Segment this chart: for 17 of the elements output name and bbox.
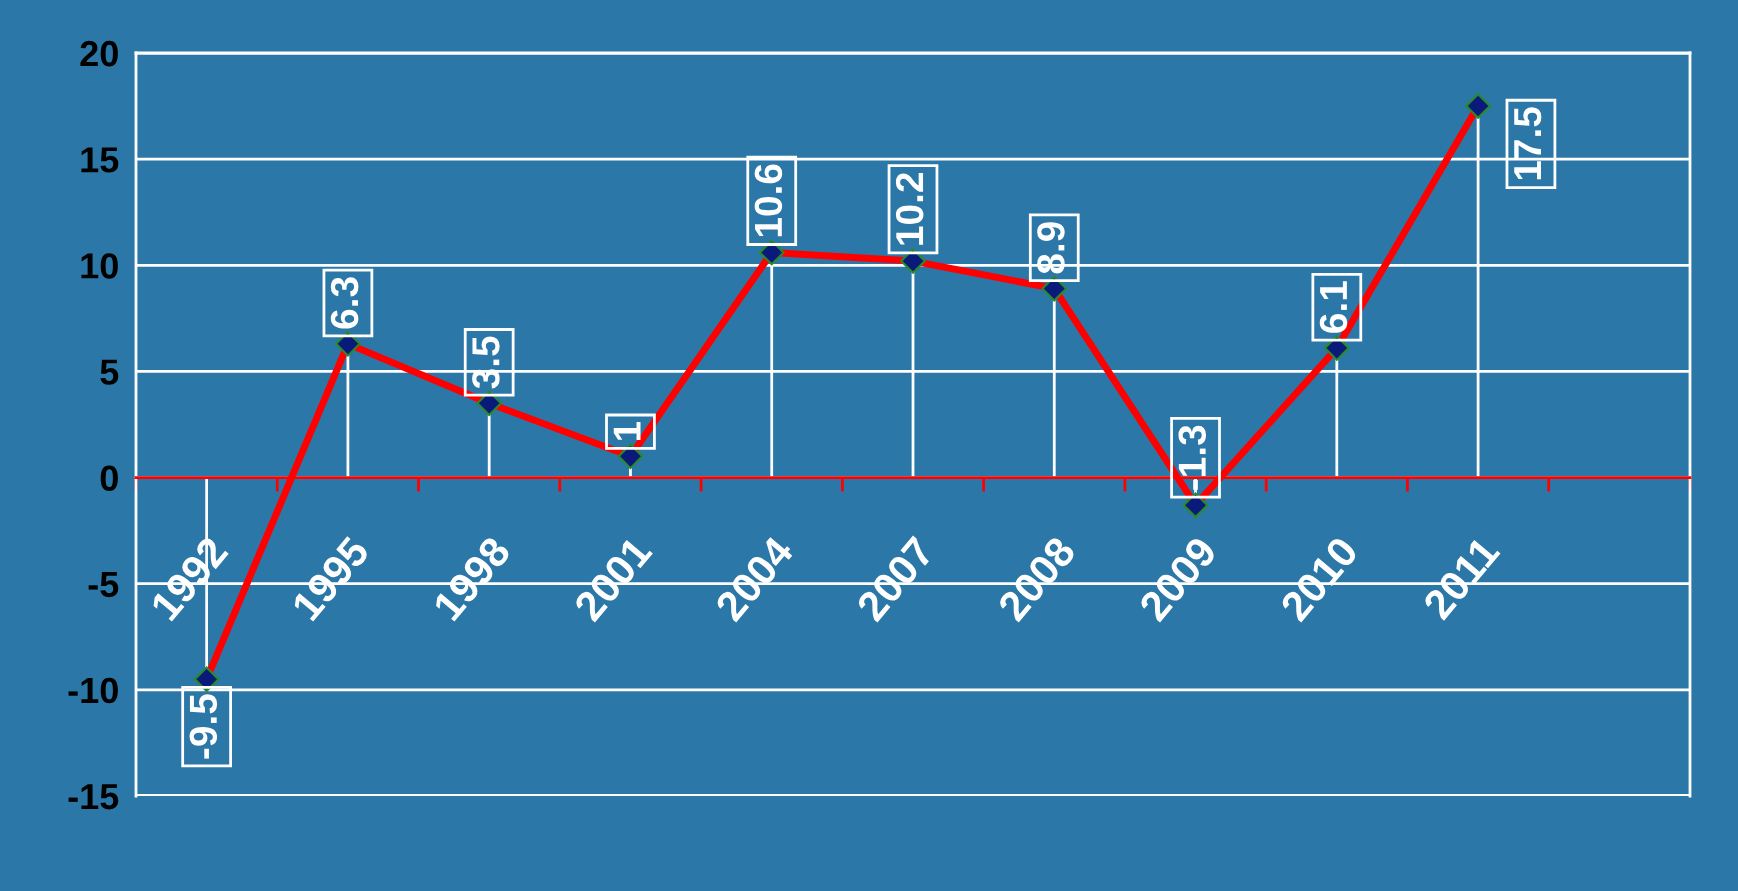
data-label: 6.3 — [330, 277, 359, 329]
y-tick-label: 10 — [81, 253, 118, 279]
data-label: 10.2 — [895, 173, 924, 245]
data-label: -1.3 — [1178, 425, 1207, 490]
y-tick-label: -15 — [68, 784, 119, 810]
data-label: 10.6 — [754, 164, 783, 237]
y-tick-label: 5 — [100, 359, 119, 385]
y-tick-label: 15 — [81, 147, 119, 173]
y-tick-label: 0 — [100, 465, 118, 492]
y-tick-label: -5 — [88, 571, 119, 598]
data-label: 6.1 — [1319, 281, 1348, 333]
y-tick-label: 20 — [80, 40, 118, 67]
data-label: 8.9 — [1037, 222, 1065, 274]
data-label: 17.5 — [1514, 107, 1542, 180]
y-tick-label: -10 — [68, 677, 118, 704]
data-label: 1 — [613, 421, 641, 441]
data-label: -9.5 — [189, 694, 218, 759]
